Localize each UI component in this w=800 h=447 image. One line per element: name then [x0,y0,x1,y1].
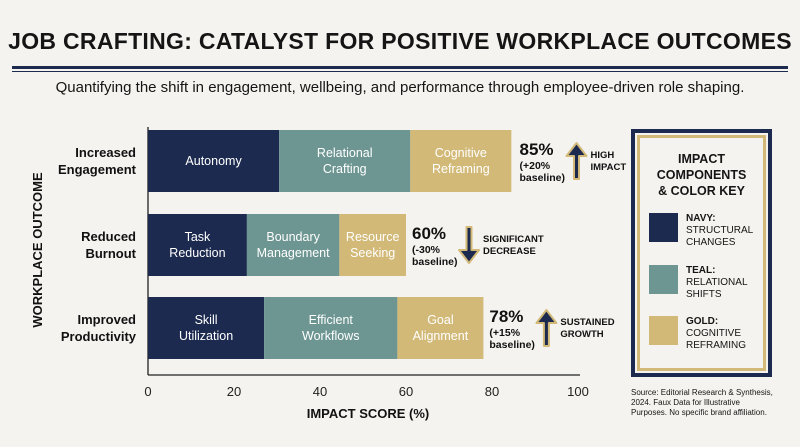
legend-item-navy: NAVY: STRUCTURAL CHANGES [649,213,764,248]
descriptor-label: SUSTAINED [560,317,614,328]
bar-segment [264,297,398,359]
segment-label: Boundary [266,230,320,244]
bar-segment [148,214,247,276]
x-tick-label: 80 [485,384,499,399]
legend-item-teal: TEAL: RELATIONAL SHIFTS [649,265,764,300]
axis-layer: 0 20 40 60 80 100 IMPACT SCORE (%) WORKPLACE OU… [30,127,589,421]
legend-title: IMPACT COMPONENTS & COLOR KEY [656,152,747,198]
change-label: baseline) [489,339,535,351]
chart-title: JOB CRAFTING: CATALYST FOR POSITIVE WORK… [8,28,792,54]
descriptor-label: HIGH [591,150,615,161]
arrow-down-icon [458,226,480,264]
segment-label: Autonomy [185,154,242,168]
change-label: baseline) [412,256,458,268]
title-divider [12,66,788,69]
source-note: Source: Editorial Research & Synthesis, … [631,388,773,417]
segment-label: Relational [317,146,373,160]
category-label: Improved [77,312,136,327]
color-key-legend: IMPACT COMPONENTS & COLOR KEY NAVY: STRU… [631,129,772,377]
bar-segment [397,297,484,359]
category-label: Engagement [58,162,137,177]
teal-swatch [649,265,678,294]
change-label: (+20% [520,160,551,172]
y-axis-label: WORKPLACE OUTCOME [30,172,45,328]
bar-segment [279,130,411,192]
segment-label: Seeking [350,246,395,260]
descriptor-label: DECREASE [483,246,536,257]
segment-label: Task [185,230,211,244]
segment-label: Workflows [302,329,359,343]
navy-swatch [649,213,678,242]
x-tick-label: 40 [313,384,327,399]
total-value-label: 60% [412,224,446,243]
category-label: Increased [75,145,136,160]
segment-label: Goal [427,313,453,327]
category-label: Reduced [81,229,136,244]
segment-label: Resource [346,230,400,244]
arrow-up-icon [565,142,588,180]
arrow-up-icon [535,309,558,347]
descriptor-label: IMPACT [591,162,627,173]
bar-layer: Autonomy Relational Crafting Cognitive Refra… [148,130,512,359]
annotation-layer: 85%(+20%baseline)HIGHIMPACT60%(-30%basel… [412,140,626,351]
descriptor-label: SIGNIFICANT [483,234,544,245]
x-tick-label: 100 [567,384,589,399]
total-value-label: 85% [520,140,554,159]
x-tick-label: 0 [144,384,151,399]
category-label: Productivity [61,329,137,344]
gold-swatch [649,316,678,345]
change-label: (-30% [412,244,441,256]
segment-label: Cognitive [435,146,487,160]
segment-label: Alignment [413,329,469,343]
segment-label: Crafting [323,162,367,176]
segment-label: Utilization [179,329,233,343]
x-tick-label: 60 [399,384,413,399]
bar-segment [148,297,265,359]
total-value-label: 78% [489,307,523,326]
change-label: baseline) [520,172,566,184]
legend-item-gold: GOLD: COGNITIVE REFRAMING [649,316,764,351]
segment-label: Skill [195,313,218,327]
bar-segment [410,130,512,192]
x-tick-label: 20 [227,384,241,399]
segment-label: Reduction [169,246,225,260]
chart-subtitle: Quantifying the shift in engagement, wel… [55,79,745,96]
change-label: (+15% [489,327,520,339]
segment-label: Reframing [432,162,490,176]
segment-label: Management [257,246,330,260]
descriptor-label: GROWTH [560,329,603,340]
category-label: Burnout [85,246,136,261]
bar-segment [246,214,340,276]
segment-label: Efficient [309,313,354,327]
bar-segment [148,130,280,192]
x-axis-label: IMPACT SCORE (%) [307,406,430,421]
bar-segment [339,214,406,276]
title-divider-thin [12,71,788,72]
